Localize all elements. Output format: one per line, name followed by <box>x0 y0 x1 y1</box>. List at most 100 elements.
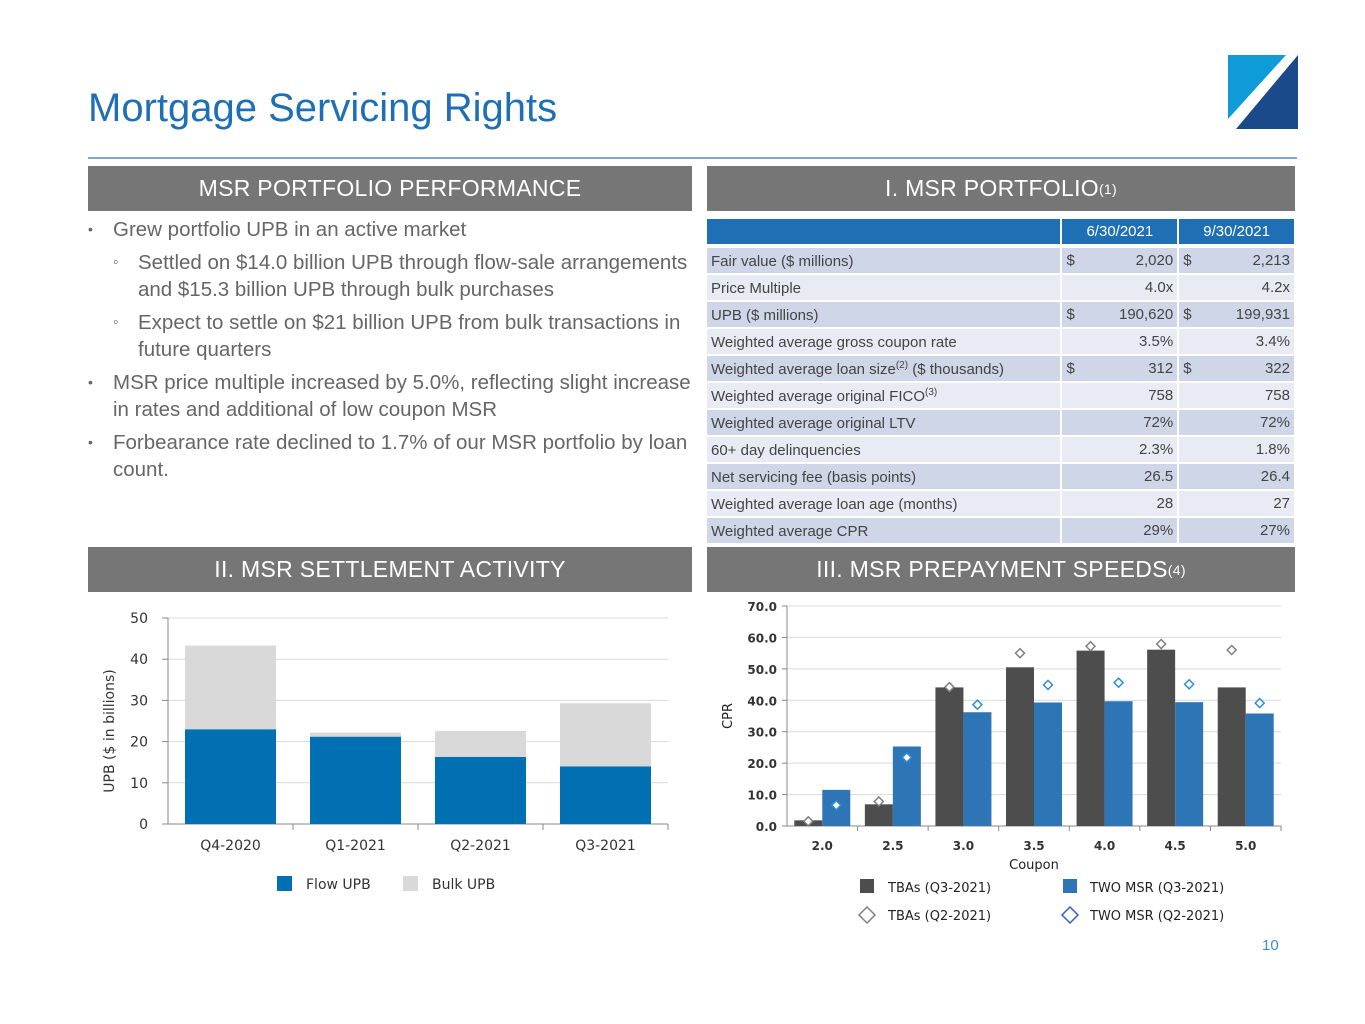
x-tick-label: Q1-2021 <box>325 838 386 854</box>
flow-bar <box>310 736 401 824</box>
two-msr-q2-marker <box>1254 697 1266 709</box>
row-label: Net servicing fee (basis points) <box>707 464 1061 489</box>
y-tick-label: 40 <box>130 652 148 668</box>
tba-q3-bar <box>1217 687 1246 826</box>
x-tick-label: 4.5 <box>1165 839 1186 853</box>
two-msr-q3-bar <box>1034 702 1062 826</box>
flow-bar <box>560 766 651 824</box>
table-header-blank <box>707 219 1061 246</box>
y-tick-label: 10 <box>130 776 148 792</box>
column-header: 9/30/2021 <box>1177 219 1294 246</box>
value-cell: 758 <box>1060 383 1178 408</box>
prepayment-heading: III. MSR PREPAYMENT SPEEDS (4) <box>707 547 1295 592</box>
table-row: Net servicing fee (basis points) 26.5 26.4 <box>707 464 1294 489</box>
y-axis-label: UPB ($ in billions) <box>102 669 118 792</box>
value-cell: 26.4 <box>1177 464 1294 489</box>
value-cell: 28 <box>1060 491 1178 516</box>
table-row: Weighted average original LTV 72% 72% <box>707 410 1294 435</box>
tba-q3-bar <box>1147 649 1176 826</box>
row-label: Weighted average original LTV <box>707 410 1061 435</box>
legend-label-two-q2: TWO MSR (Q2-2021) <box>1089 909 1224 924</box>
value-cell: 1.8% <box>1177 437 1294 462</box>
sub-bullet-item: Expect to settle on $21 billion UPB from… <box>88 309 698 363</box>
column-header: 6/30/2021 <box>1060 219 1178 246</box>
table-row: Weighted average CPR 29% 27% <box>707 518 1294 543</box>
table-header-row: 6/30/2021 9/30/2021 <box>707 219 1294 246</box>
two-msr-q3-bar <box>1175 702 1204 826</box>
row-label: Weighted average loan size(2) ($ thousan… <box>707 356 1061 381</box>
bulk-bar <box>435 730 526 757</box>
x-tick-label: 3.0 <box>953 839 974 853</box>
y-tick-label: 50 <box>130 611 148 627</box>
tba-q2-marker <box>802 815 814 827</box>
row-label: Weighted average loan age (months) <box>707 491 1061 516</box>
two-msr-q2-marker <box>1113 677 1125 689</box>
row-label: UPB ($ millions) <box>707 302 1061 327</box>
two-msr-q3-bar <box>1245 713 1274 826</box>
y-axis-label: CPR <box>721 703 736 729</box>
row-label: Weighted average gross coupon rate <box>707 329 1061 354</box>
tba-q2-marker <box>873 795 885 808</box>
title-divider <box>88 157 1297 159</box>
table-row: Weighted average original FICO(3) 758 758 <box>707 383 1294 408</box>
page-title: Mortgage Servicing Rights <box>88 86 558 130</box>
company-logo <box>1228 55 1298 129</box>
tba-q3-bar <box>864 804 893 826</box>
value-cell: 3.5% <box>1060 329 1178 354</box>
legend-label-tba-q2: TBAs (Q2-2021) <box>887 909 991 924</box>
y-tick-label: 10.0 <box>747 789 777 803</box>
portfolio-table: 6/30/2021 9/30/2021 Fair value ($ millio… <box>707 217 1294 545</box>
sub-bullet-item: Settled on $14.0 billion UPB through flo… <box>88 249 698 303</box>
value-cell: 2.3% <box>1060 437 1178 462</box>
table-row: 60+ day delinquencies 2.3% 1.8% <box>707 437 1294 462</box>
row-label: Weighted average CPR <box>707 518 1061 543</box>
tba-q2-marker <box>1226 644 1238 656</box>
x-tick-label: Q3-2021 <box>575 838 636 854</box>
bullet-item: Grew portfolio UPB in an active market <box>88 216 698 243</box>
tba-q3-bar <box>1006 667 1034 826</box>
bulk-bar <box>185 645 276 730</box>
settlement-chart: 0 10 20 30 40 50 UPB ($ in billions) Q4-2020 Q1-… <box>102 611 669 893</box>
y-tick-label: 20 <box>130 735 148 751</box>
y-tick-label: 50.0 <box>747 663 777 677</box>
y-tick-label: 40.0 <box>747 694 777 708</box>
y-tick-label: 20.0 <box>747 757 777 771</box>
table-row: Fair value ($ millions) $2,020 $2,213 <box>707 248 1294 273</box>
row-label: Weighted average original FICO(3) <box>707 383 1061 408</box>
bullet-item: Forbearance rate declined to 1.7% of our… <box>88 429 698 483</box>
two-msr-q3-bar <box>963 712 992 826</box>
value-cell: 72% <box>1177 410 1294 435</box>
flow-bar <box>185 729 276 824</box>
value-cell: 3.4% <box>1177 329 1294 354</box>
prepayment-chart: 0.0 10.0 20.0 30.0 40.0 50.0 60.0 70.0 CPR 2.0 2.5… <box>721 600 1282 925</box>
y-tick-label: 70.0 <box>747 600 777 614</box>
two-msr-q2-marker <box>1042 679 1054 691</box>
table-row: Weighted average gross coupon rate 3.5% 3.… <box>707 329 1294 354</box>
value-cell: $2,213 <box>1177 248 1294 273</box>
bullet-item: MSR price multiple increased by 5.0%, re… <box>88 369 698 423</box>
value-cell: $2,020 <box>1060 248 1178 273</box>
bulk-bar <box>310 732 401 737</box>
y-tick-label: 30.0 <box>747 726 777 740</box>
two-msr-q2-marker <box>1183 678 1195 690</box>
legend-marker-two-q2 <box>1060 905 1080 925</box>
portfolio-heading: I. MSR PORTFOLIO (1) <box>707 166 1295 211</box>
tba-q2-marker <box>1155 638 1167 650</box>
x-tick-label: 2.5 <box>882 839 903 853</box>
value-cell: 27% <box>1177 518 1294 543</box>
page-number: 10 <box>1262 937 1279 954</box>
row-label: Fair value ($ millions) <box>707 248 1061 273</box>
two-msr-q2-marker <box>901 751 913 764</box>
value-cell: 758 <box>1177 383 1294 408</box>
value-cell: $322 <box>1177 356 1294 381</box>
table-row: Weighted average loan age (months) 28 27 <box>707 491 1294 516</box>
tba-q3-bar <box>1076 650 1105 826</box>
value-cell: $190,620 <box>1060 302 1178 327</box>
legend-swatch-flow <box>277 876 292 891</box>
value-cell: 4.2x <box>1177 275 1294 300</box>
y-tick-label: 30 <box>130 693 148 709</box>
value-cell: $199,931 <box>1177 302 1294 327</box>
performance-bullets: Grew portfolio UPB in an active market S… <box>88 216 698 489</box>
legend-label-tba-q3: TBAs (Q3-2021) <box>887 881 991 896</box>
table-row: Weighted average loan size(2) ($ thousan… <box>707 356 1294 381</box>
